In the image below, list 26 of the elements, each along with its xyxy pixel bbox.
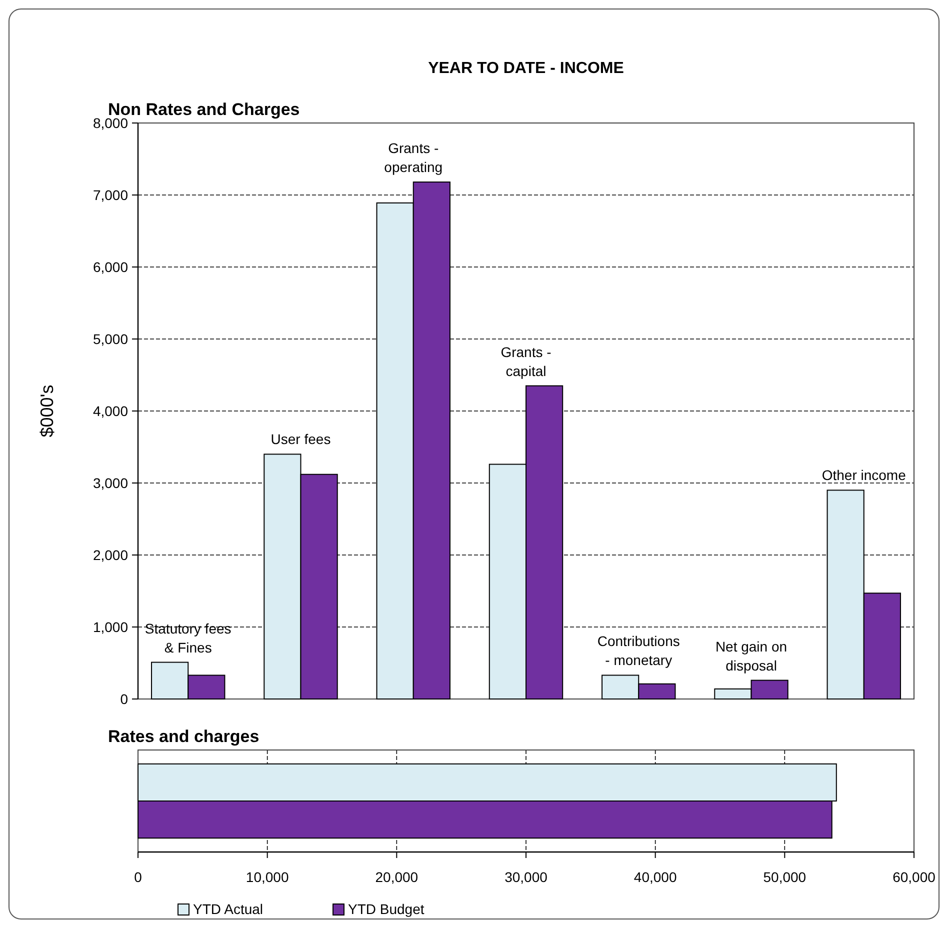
x-tick-label: Grants - operating xyxy=(384,140,443,176)
x-tick-label: 60,000 xyxy=(892,869,936,885)
chart-title: YEAR TO DATE - INCOME xyxy=(428,60,624,77)
x-tick-label: Contributions - monetary xyxy=(597,633,680,668)
x-tick-label: 50,000 xyxy=(763,869,806,885)
y-tick-label: 1,000 xyxy=(92,619,128,635)
y-tick-label: 4,000 xyxy=(92,403,128,419)
y-tick-label: 7,000 xyxy=(92,187,128,203)
y-tick-label: 2,000 xyxy=(92,547,128,563)
x-tick-label: Grants - capital xyxy=(500,344,552,379)
y-axis-title: $000's xyxy=(37,384,57,438)
x-tick-label: Other income xyxy=(822,467,906,484)
chart-title: Rates and charges xyxy=(108,727,260,746)
x-tick-label: 10,000 xyxy=(246,869,289,885)
y-tick-label: 0 xyxy=(120,691,128,707)
x-tick-label: 40,000 xyxy=(634,869,677,885)
y-tick-label: 5,000 xyxy=(92,331,128,347)
x-tick-label: 30,000 xyxy=(504,869,548,885)
x-tick-label: User fees xyxy=(270,431,331,448)
y-tick-label: 3,000 xyxy=(92,475,128,491)
x-tick-label: 20,000 xyxy=(375,869,418,885)
y-tick-label: 6,000 xyxy=(92,259,128,275)
legend-label: YTD Budget xyxy=(348,901,424,917)
x-tick-label: 0 xyxy=(134,869,142,885)
x-tick-label: Net gain on disposal xyxy=(715,638,788,674)
legend-label: YTD Actual xyxy=(193,901,264,917)
